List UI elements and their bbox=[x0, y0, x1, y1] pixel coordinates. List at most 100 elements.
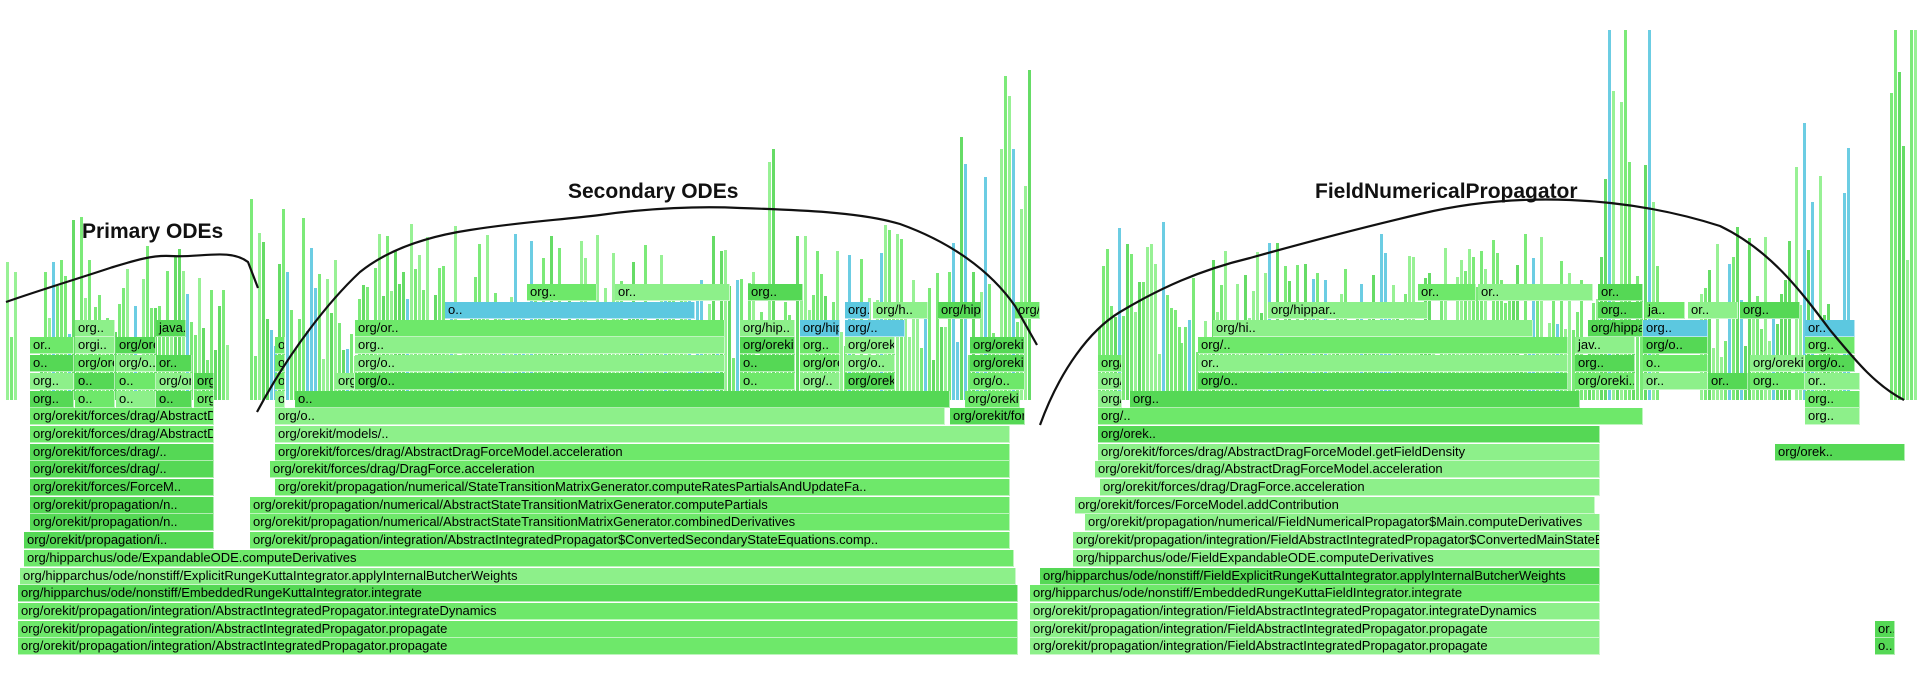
flame-frame[interactable]: org/o.. bbox=[1198, 372, 1568, 390]
flame-frame[interactable]: jav.. bbox=[1575, 337, 1635, 355]
flame-frame[interactable]: org/or.. bbox=[355, 319, 725, 337]
flame-frame[interactable]: or.. bbox=[1805, 372, 1860, 390]
flame-frame[interactable]: org.. bbox=[355, 337, 725, 355]
flame-frame[interactable]: or.. bbox=[1708, 372, 1748, 390]
flame-frame[interactable]: org/orekit/models/earth/atmosphere/N.. bbox=[970, 337, 1025, 355]
flame-frame[interactable]: org/orekit/propagation/integration/Abstr… bbox=[18, 638, 1018, 656]
flame-frame[interactable]: org/oreki.. bbox=[1575, 372, 1635, 390]
flame-frame[interactable]: org/orekit/propagation/integration/Abstr… bbox=[250, 532, 1010, 550]
flame-frame[interactable]: or.. bbox=[615, 284, 730, 302]
flame-frame[interactable]: org/orekit/propagation/numerical/Abstrac… bbox=[250, 496, 1010, 514]
flame-frame[interactable]: org/o.. bbox=[970, 372, 1025, 390]
flame-frame[interactable]: org.. bbox=[1805, 408, 1860, 426]
flame-frame[interactable]: org/orek.. bbox=[1775, 443, 1905, 461]
flame-frame[interactable]: orgi.. bbox=[335, 372, 355, 390]
flame-frame[interactable]: org/orekit/models/earth/atmosphere/NRLMS… bbox=[965, 390, 1020, 408]
flame-frame[interactable]: org/orekit/forces/ForceM.. bbox=[30, 479, 214, 496]
flame-frame[interactable]: org/o.. bbox=[194, 372, 214, 390]
flame-frame[interactable]: org.. bbox=[1805, 390, 1860, 408]
flame-frame[interactable]: org/orek.. bbox=[845, 337, 895, 355]
flame-frame[interactable]: or.. bbox=[1478, 284, 1593, 302]
flame-frame[interactable]: o.. bbox=[75, 372, 115, 390]
flame-frame[interactable]: org/orekit/forces/drag/AbstractDragForce… bbox=[950, 408, 1025, 426]
flame-frame[interactable]: org/orekit/propagation/numerical/Abstrac… bbox=[250, 514, 1010, 532]
flame-frame[interactable]: o.. bbox=[1875, 638, 1895, 656]
flame-frame[interactable]: o.. bbox=[295, 390, 950, 408]
flame-frame[interactable]: o.. bbox=[75, 390, 115, 408]
flame-frame[interactable]: org/orekit/propagation/integration/Abstr… bbox=[18, 620, 1018, 638]
flame-frame[interactable]: org/orekit/propagation/n.. bbox=[30, 514, 214, 532]
flame-frame[interactable]: org/.. bbox=[1198, 337, 1568, 355]
flame-frame[interactable]: o.. bbox=[116, 372, 156, 390]
flame-frame[interactable]: o.. bbox=[740, 372, 795, 390]
flame-frame[interactable]: org/orekit/forces/drag/.. bbox=[30, 461, 214, 479]
flame-frame[interactable]: org/orekit/forces/drag/AbstractDragForce… bbox=[1095, 461, 1600, 479]
flame-frame[interactable]: o.. bbox=[1643, 355, 1708, 373]
flame-frame[interactable]: org.. bbox=[1805, 337, 1855, 355]
flame-frame[interactable]: org/orekit/forces/drag/.. bbox=[30, 443, 214, 461]
flame-frame[interactable]: org.. bbox=[748, 284, 803, 302]
flame-frame[interactable]: org/hipparchu.. bbox=[800, 319, 840, 337]
flame-frame[interactable]: org/orekit/forces/ForceModel.addContribu… bbox=[1075, 496, 1595, 514]
flame-frame[interactable]: ja.. bbox=[1645, 302, 1685, 319]
flame-frame[interactable]: org/.. bbox=[845, 319, 905, 337]
flame-frame[interactable]: org/o.. bbox=[1805, 355, 1855, 373]
flame-frame[interactable]: orgi.. bbox=[75, 337, 115, 355]
flame-frame[interactable]: org/orek.. bbox=[1098, 425, 1600, 443]
flame-frame[interactable]: org/orekit/models/earth/atmosphere/NRLMS… bbox=[194, 390, 214, 408]
flame-frame[interactable]: org/hippa.. bbox=[938, 302, 982, 319]
flame-frame[interactable]: org/.. bbox=[1098, 355, 1122, 373]
flame-frame[interactable]: o.. bbox=[116, 390, 156, 408]
flame-frame[interactable]: org/orekit/forces/drag/AbstractDragForce… bbox=[30, 408, 214, 426]
flame-frame[interactable]: org/.. bbox=[800, 372, 840, 390]
flame-frame[interactable]: org/orekit/forces/drag/DragForce.acceler… bbox=[270, 461, 1010, 479]
flame-frame[interactable]: or.. bbox=[1643, 372, 1708, 390]
flame-frame[interactable]: org/o.. bbox=[355, 372, 725, 390]
flame-frame[interactable]: o.. bbox=[156, 390, 192, 408]
flame-frame[interactable]: org.. bbox=[1130, 390, 1580, 408]
flame-frame[interactable]: or.. bbox=[156, 355, 192, 373]
flame-frame[interactable]: or.. bbox=[275, 372, 285, 390]
flame-frame[interactable]: org/oreki.. bbox=[970, 355, 1025, 373]
flame-frame[interactable]: org/orekit/propagation/integration/Field… bbox=[1030, 620, 1600, 638]
flame-frame[interactable]: org/hipparchus/ode/ExpandableODE.compute… bbox=[24, 549, 1014, 567]
flame-frame[interactable]: org/orekit/propagation/numerical/StateTr… bbox=[275, 479, 1010, 496]
flame-frame[interactable]: org/.. bbox=[1098, 390, 1122, 408]
flame-frame[interactable]: org/orekit/forces/drag/AbstractDragForce… bbox=[275, 443, 1010, 461]
flame-frame[interactable]: o.. bbox=[445, 302, 695, 319]
flame-frame[interactable]: org/orekit/forces/drag/DragForce.acceler… bbox=[1100, 479, 1600, 496]
flame-frame[interactable]: org/o.. bbox=[845, 355, 895, 373]
flame-frame[interactable]: org/hip.. bbox=[740, 319, 795, 337]
flame-frame[interactable]: o.. bbox=[740, 355, 795, 373]
flame-frame[interactable]: org/hi.. bbox=[1213, 319, 1533, 337]
flame-frame[interactable]: or.. bbox=[1688, 302, 1738, 319]
flame-frame[interactable]: org/o.. bbox=[275, 337, 285, 355]
flame-frame[interactable]: java.. bbox=[156, 319, 186, 337]
flame-frame[interactable]: org.. bbox=[30, 390, 74, 408]
flame-frame[interactable]: org/o.. bbox=[355, 355, 725, 373]
flame-frame[interactable]: org.. bbox=[1643, 319, 1708, 337]
flame-frame[interactable]: org.. bbox=[845, 302, 870, 319]
flame-frame[interactable]: org/orekit/models/earth/atmosphere/NRLMS… bbox=[845, 372, 895, 390]
flame-frame[interactable]: org/hipparchus/ode/nonstiff/ExplicitRung… bbox=[20, 567, 1016, 585]
flame-frame[interactable]: org/hipparchu.. bbox=[1588, 319, 1643, 337]
flame-frame[interactable]: or.. bbox=[1418, 284, 1476, 302]
flame-frame[interactable]: org/orekit/models/earth/atmosphere/NRLMS… bbox=[156, 372, 192, 390]
flame-frame[interactable]: org/.. bbox=[1098, 408, 1643, 426]
flame-frame[interactable]: org/o.. bbox=[275, 390, 285, 408]
flame-frame[interactable]: org/orekit/models/earth/atmosphere/NRLMS… bbox=[800, 355, 840, 373]
flame-frame[interactable]: org/orekit/propagation/i.. bbox=[24, 532, 214, 550]
flame-frame[interactable]: org/orekit/propagation/integration/Field… bbox=[1030, 638, 1600, 656]
flame-frame[interactable]: org/hipparchus/ode/nonstiff/FieldExplici… bbox=[1040, 567, 1600, 585]
flame-frame[interactable]: org/hipparchus/ode/FieldExpandableODE.co… bbox=[1073, 549, 1600, 567]
flame-frame[interactable]: or.. bbox=[1875, 620, 1895, 638]
flame-frame[interactable]: org/orekit/forces/drag/AbstractDragForce… bbox=[30, 425, 214, 443]
flame-frame[interactable]: org.. bbox=[1575, 355, 1635, 373]
flame-frame[interactable]: org/o.. bbox=[1643, 337, 1708, 355]
flame-frame[interactable]: org/orekit/forces/drag/AbstractDragForce… bbox=[1098, 443, 1600, 461]
flame-frame[interactable]: org/oreki.. bbox=[1098, 372, 1122, 390]
flame-frame[interactable]: org/orekit/models/.. bbox=[275, 425, 1010, 443]
flame-frame[interactable]: org.. bbox=[527, 284, 597, 302]
flame-frame[interactable]: org/h.. bbox=[1015, 302, 1040, 319]
flame-frame[interactable]: org.. bbox=[30, 372, 74, 390]
